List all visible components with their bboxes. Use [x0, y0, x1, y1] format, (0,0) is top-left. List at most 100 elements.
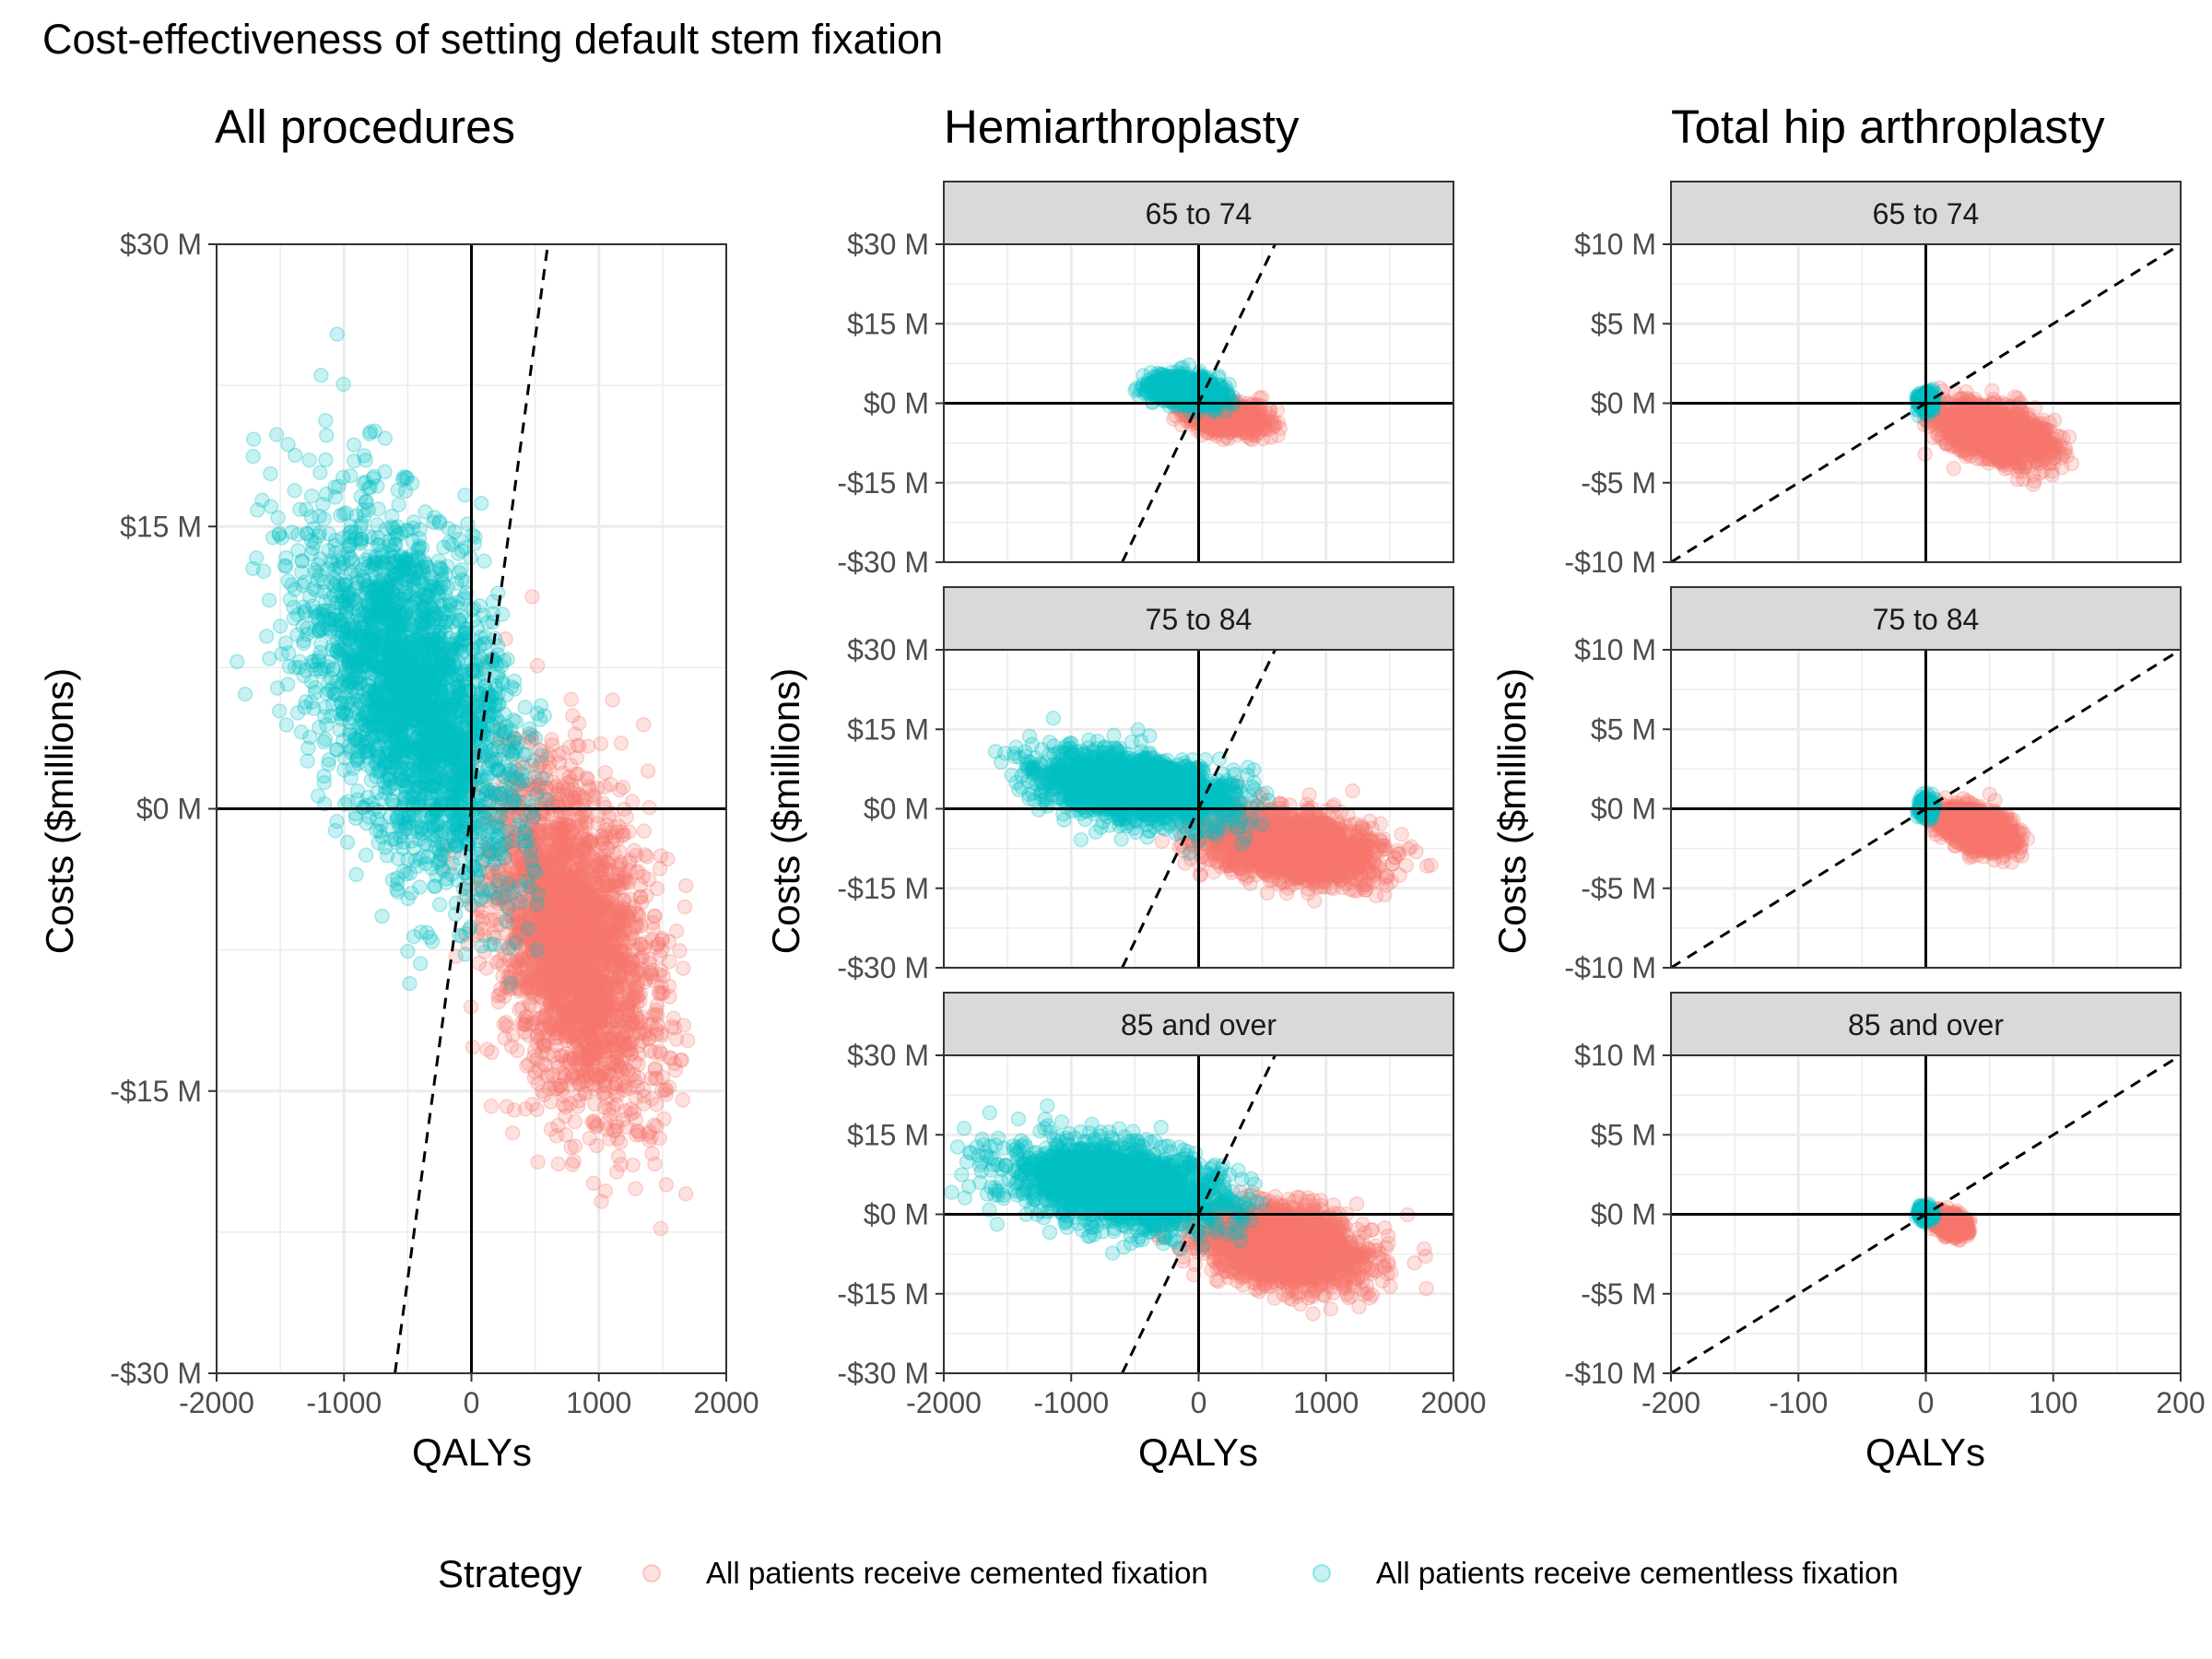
- data-point: [541, 853, 557, 869]
- data-point: [519, 980, 535, 995]
- data-point: [562, 919, 578, 935]
- data-point: [621, 904, 638, 920]
- data-point: [542, 755, 558, 771]
- data-point: [626, 1066, 641, 1082]
- data-point: [599, 1000, 616, 1016]
- data-point: [636, 1024, 653, 1041]
- data-point: [500, 899, 515, 914]
- data-point: [383, 793, 400, 808]
- data-point: [563, 976, 579, 993]
- data-point: [558, 981, 574, 997]
- data-point: [552, 898, 568, 913]
- data-point: [578, 1041, 594, 1057]
- data-point: [406, 928, 422, 945]
- data-point: [606, 1039, 621, 1054]
- data-point: [276, 558, 293, 574]
- data-point: [543, 940, 559, 957]
- data-point: [582, 943, 599, 959]
- data-point: [668, 923, 685, 939]
- data-point: [628, 1018, 643, 1034]
- data-point: [308, 564, 324, 581]
- data-point: [346, 437, 362, 453]
- data-point: [558, 1068, 573, 1084]
- data-point: [548, 947, 565, 964]
- data-point: [609, 1008, 625, 1024]
- data-point: [544, 732, 559, 747]
- data-point: [674, 1053, 689, 1068]
- data-point: [566, 969, 582, 985]
- data-point: [584, 1016, 601, 1031]
- data-point: [624, 1016, 641, 1032]
- data-point: [547, 967, 563, 982]
- data-point: [371, 835, 386, 851]
- data-point: [541, 969, 558, 984]
- data-point: [591, 1009, 607, 1026]
- data-point: [589, 781, 606, 796]
- data-point: [588, 986, 605, 1003]
- data-point: [531, 908, 547, 924]
- data-point: [489, 889, 506, 906]
- data-point: [533, 895, 549, 912]
- data-point: [526, 1070, 542, 1086]
- data-point: [555, 881, 571, 898]
- data-point: [599, 1065, 616, 1082]
- data-point: [620, 1007, 636, 1023]
- data-point: [558, 1002, 573, 1018]
- data-point: [561, 868, 577, 884]
- data-point: [602, 1107, 618, 1123]
- data-point: [636, 823, 653, 839]
- data-point: [653, 1220, 669, 1237]
- data-point: [536, 949, 553, 966]
- data-point: [572, 923, 589, 938]
- data-point: [506, 825, 523, 841]
- data-point: [582, 894, 597, 910]
- data-point: [616, 932, 631, 948]
- data-point: [649, 1070, 665, 1087]
- data-point: [514, 756, 531, 771]
- data-point: [532, 813, 547, 830]
- data-point: [536, 963, 553, 979]
- data-point: [614, 980, 630, 996]
- data-point: [405, 533, 420, 548]
- data-point: [601, 877, 618, 893]
- data-point: [546, 954, 561, 970]
- data-point: [573, 830, 590, 846]
- data-point: [518, 818, 535, 834]
- data-point: [626, 920, 641, 935]
- data-point: [547, 889, 564, 905]
- data-point: [555, 765, 571, 782]
- column-title-all-procedures: All procedures: [215, 100, 515, 153]
- data-point: [558, 1126, 574, 1143]
- data-point: [318, 452, 334, 468]
- data-point: [604, 976, 620, 993]
- data-point: [547, 1021, 563, 1038]
- data-point: [559, 949, 575, 965]
- data-point: [575, 900, 592, 916]
- data-point: [588, 929, 605, 946]
- data-point: [549, 924, 565, 940]
- data-point: [514, 970, 531, 986]
- data-point: [575, 1052, 591, 1068]
- data-point: [510, 896, 526, 912]
- data-point: [585, 1010, 601, 1026]
- data-point: [560, 1017, 577, 1033]
- data-point: [643, 1070, 659, 1087]
- data-point: [576, 998, 593, 1015]
- data-point: [578, 1063, 594, 1078]
- data-point: [626, 1003, 642, 1018]
- data-point: [312, 508, 327, 524]
- data-point: [591, 998, 606, 1014]
- data-point: [555, 830, 571, 847]
- data-point: [505, 906, 522, 922]
- data-point: [489, 732, 505, 747]
- data-point: [593, 931, 609, 947]
- data-point: [568, 952, 583, 968]
- data-point: [272, 618, 288, 634]
- data-point: [559, 846, 575, 863]
- data-point: [576, 978, 593, 994]
- data-point: [541, 879, 558, 895]
- data-point: [566, 1153, 582, 1170]
- data-point: [583, 982, 599, 999]
- data-point: [533, 946, 548, 961]
- data-point: [514, 846, 530, 862]
